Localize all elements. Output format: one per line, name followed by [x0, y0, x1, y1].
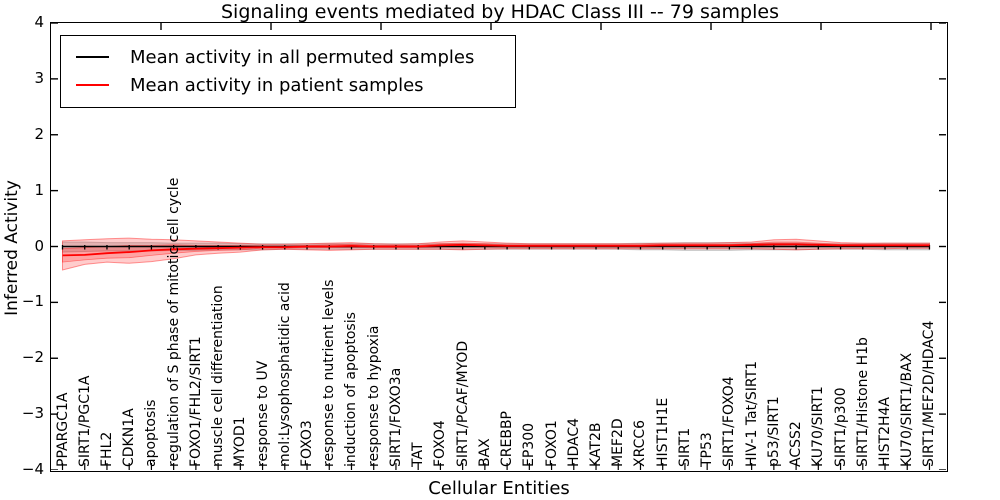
y-tick-label: −4 — [21, 460, 44, 478]
x-tick-label: SIRT1/MEF2D/HDAC4 — [921, 320, 938, 467]
x-tick-label: SIRT1 — [676, 427, 693, 467]
x-tick-label: SIRT1/Histone H1b — [854, 337, 871, 467]
x-tick-label: HIST1H1E — [654, 397, 671, 467]
x-tick-label: induction of apoptosis — [343, 312, 360, 467]
x-tick-label: KU70/SIRT1/BAX — [899, 352, 916, 467]
x-tick-label: SIRT1/FOXO4 — [721, 376, 738, 467]
x-tick-label: SIRT1/FOXO3a — [387, 367, 404, 467]
x-tick-label: HIV-1 Tat/SIRT1 — [743, 360, 760, 467]
y-tick-label: 2 — [34, 124, 44, 143]
y-tick-label: 1 — [34, 180, 44, 199]
chart-title: Signaling events mediated by HDAC Class … — [221, 1, 779, 23]
x-tick-label: CDKN1A — [121, 408, 138, 467]
legend-entry-patient: Mean activity in patient samples — [61, 71, 515, 99]
x-tick-label: EP300 — [521, 422, 538, 467]
legend-label-patient: Mean activity in patient samples — [130, 74, 424, 96]
legend: Mean activity in all permuted samples Me… — [60, 35, 516, 108]
x-tick-label: HIST2H4A — [877, 396, 893, 467]
x-tick-label: p53/SIRT1 — [765, 396, 782, 467]
x-tick-label: BAX — [476, 438, 493, 467]
x-tick-label: FOXO1/FHL2/SIRT1 — [187, 336, 204, 467]
x-tick-label: XRCC6 — [632, 419, 649, 467]
y-tick-label: 0 — [34, 236, 44, 255]
plot-canvas — [51, 23, 946, 470]
x-tick-label: CREBBP — [499, 411, 516, 467]
y-tick-label: 3 — [34, 68, 44, 87]
x-tick-label: MEF2D — [610, 418, 627, 467]
x-tick-label: mol:Lysophosphatidic acid — [276, 282, 293, 467]
x-tick-label: TP53 — [699, 432, 716, 467]
x-tick-label: FOXO4 — [432, 420, 449, 467]
x-tick-label: MYOD1 — [232, 416, 249, 467]
x-tick-label: SIRT1/PGC1A — [76, 375, 93, 467]
y-tick-label: −3 — [21, 404, 44, 423]
x-tick-label: ACSS2 — [788, 421, 805, 467]
y-tick-label: −1 — [21, 292, 44, 311]
x-tick-label: muscle cell differentiation — [210, 285, 227, 467]
x-tick-label: HDAC4 — [565, 417, 582, 467]
x-tick-label: TAT — [410, 442, 427, 467]
legend-entry-permuted: Mean activity in all permuted samples — [61, 43, 515, 71]
plot-area: PPARGC1A SIRT1/PGC1A FHL2 CDKN1A apoptosis re… — [50, 22, 948, 472]
x-tick-label: response to hypoxia — [365, 325, 382, 467]
x-tick-label: response to UV — [254, 360, 271, 467]
x-tick-label: KU70/SIRT1 — [810, 386, 827, 467]
patient-line-swatch — [76, 84, 109, 86]
x-tick-label: FHL2 — [98, 431, 115, 467]
x-tick-label: FOXO1 — [543, 420, 560, 467]
y-tick-label: −2 — [21, 348, 44, 367]
x-tick-label: KAT2B — [588, 422, 605, 468]
x-tick-label: SIRT1/p300 — [832, 387, 849, 467]
x-tick-label: SIRT1/PCAF/MYOD — [454, 340, 471, 467]
legend-label-permuted: Mean activity in all permuted samples — [130, 46, 475, 68]
x-tick-label: PPARGC1A — [54, 392, 71, 467]
x-axis-label: Cellular Entities — [428, 478, 570, 499]
x-tick-label: apoptosis — [143, 399, 160, 467]
y-tick-label: 4 — [34, 13, 44, 31]
x-tick-label: FOXO3 — [299, 420, 316, 467]
permuted-line-swatch — [76, 56, 109, 58]
x-tick-label: response to nutrient levels — [321, 279, 338, 467]
x-tick-label: regulation of S phase of mitotic cell cy… — [165, 177, 182, 467]
